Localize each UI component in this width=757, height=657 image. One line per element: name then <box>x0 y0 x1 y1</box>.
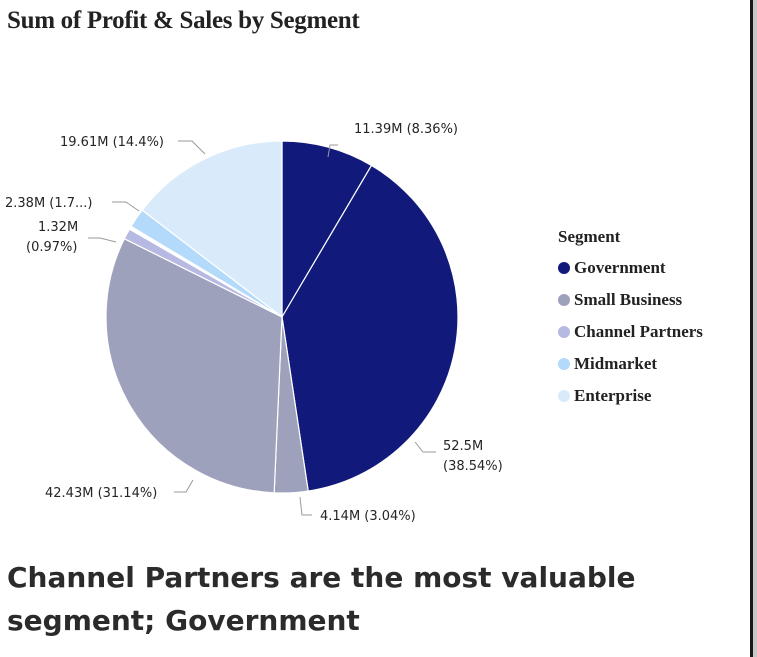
legend-item-midmarket[interactable]: Midmarket <box>558 348 703 380</box>
data-label-1-line-0: 52.5M <box>443 439 483 454</box>
data-label-3: 42.43M (31.14%) <box>45 486 157 501</box>
leader-line-1 <box>414 441 436 453</box>
leader-line-4 <box>88 237 117 243</box>
legend-item-channel-partners[interactable]: Channel Partners <box>558 316 703 348</box>
legend-item-small-business[interactable]: Small Business <box>558 284 703 316</box>
pie-slice-small-business-3[interactable] <box>105 237 283 494</box>
legend-label-midmarket: Midmarket <box>574 354 658 373</box>
legend-label-small-business: Small Business <box>574 290 683 309</box>
legend-swatch-small-business <box>558 294 570 306</box>
data-label-1-line-1: (38.54%) <box>443 459 503 474</box>
leader-line-7 <box>178 140 206 155</box>
legend-swatch-government <box>558 262 570 274</box>
data-label-2: 4.14M (3.04%) <box>320 509 416 524</box>
chart-title: Sum of Profit & Sales by Segment <box>7 7 360 34</box>
leader-line-0 <box>327 144 338 158</box>
data-label-7: 19.61M (14.4%) <box>60 135 164 150</box>
leader-line-6 <box>112 201 140 212</box>
legend-label-channel-partners: Channel Partners <box>574 322 703 341</box>
pie-slice-government-1[interactable] <box>281 164 459 492</box>
data-label-0: 11.39M (8.36%) <box>354 122 458 137</box>
pie-slice-enterprise-7[interactable] <box>141 140 283 319</box>
insight-text: Channel Partners are the most valuable s… <box>7 561 636 637</box>
legend-label-enterprise: Enterprise <box>574 386 652 405</box>
legend-swatch-midmarket <box>558 358 570 370</box>
data-label-6: 2.38M (1.7...) <box>5 196 93 211</box>
data-label-4-line-0: 1.32M <box>38 220 78 235</box>
legend-item-government[interactable]: Government <box>558 252 703 284</box>
right-border <box>750 0 753 657</box>
data-label-4-line-1: (0.97%) <box>26 240 77 255</box>
legend-item-enterprise[interactable]: Enterprise <box>558 380 703 412</box>
legend-title: Segment <box>558 227 621 246</box>
vertical-scrollbar[interactable] <box>753 0 757 657</box>
legend-swatch-enterprise <box>558 390 570 402</box>
leader-line-2 <box>299 496 312 516</box>
legend: Segment Government Small Business Channe… <box>558 227 703 412</box>
pie-chart: 11.39M (8.36%) 52.5M (38.54%) 4.14M (3.04%)… <box>5 122 503 524</box>
leader-line-3 <box>174 479 194 493</box>
legend-label-government: Government <box>574 258 666 277</box>
pie-slice-government-0[interactable] <box>281 140 373 320</box>
legend-swatch-channel-partners <box>558 326 570 338</box>
